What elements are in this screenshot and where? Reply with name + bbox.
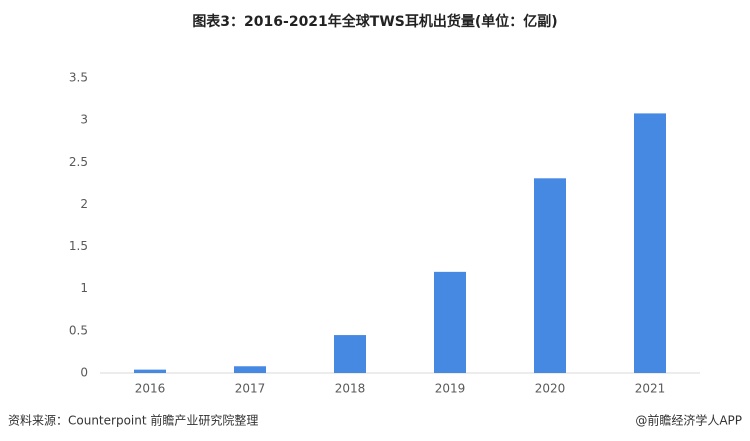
x-tick-label: 2018 [335,382,366,396]
credit: @前瞻经济学人APP [635,413,742,428]
x-tick-label: 2017 [235,382,266,396]
bar [234,366,266,373]
bar [534,178,566,373]
y-tick-label: 1 [80,281,88,295]
y-tick-label: 2 [80,197,88,211]
y-tick-label: 0 [80,366,88,380]
bar [434,271,466,373]
bar [634,113,666,374]
y-tick-label: 0.5 [69,323,88,337]
bar [334,335,366,373]
y-tick-label: 2.5 [69,155,88,169]
x-tick-label: 2016 [135,382,166,396]
x-tick-label: 2021 [635,382,666,396]
y-tick-label: 3.5 [69,71,88,85]
chart-title: 图表3：2016-2021年全球TWS耳机出货量(单位：亿副) [192,13,557,30]
y-tick-label: 1.5 [69,239,88,253]
x-tick-label: 2020 [535,382,566,396]
y-tick-label: 3 [80,113,88,127]
source-note: 资料来源：Counterpoint 前瞻产业研究院整理 [8,413,258,428]
x-tick-label: 2019 [435,382,466,396]
bar [134,369,166,373]
